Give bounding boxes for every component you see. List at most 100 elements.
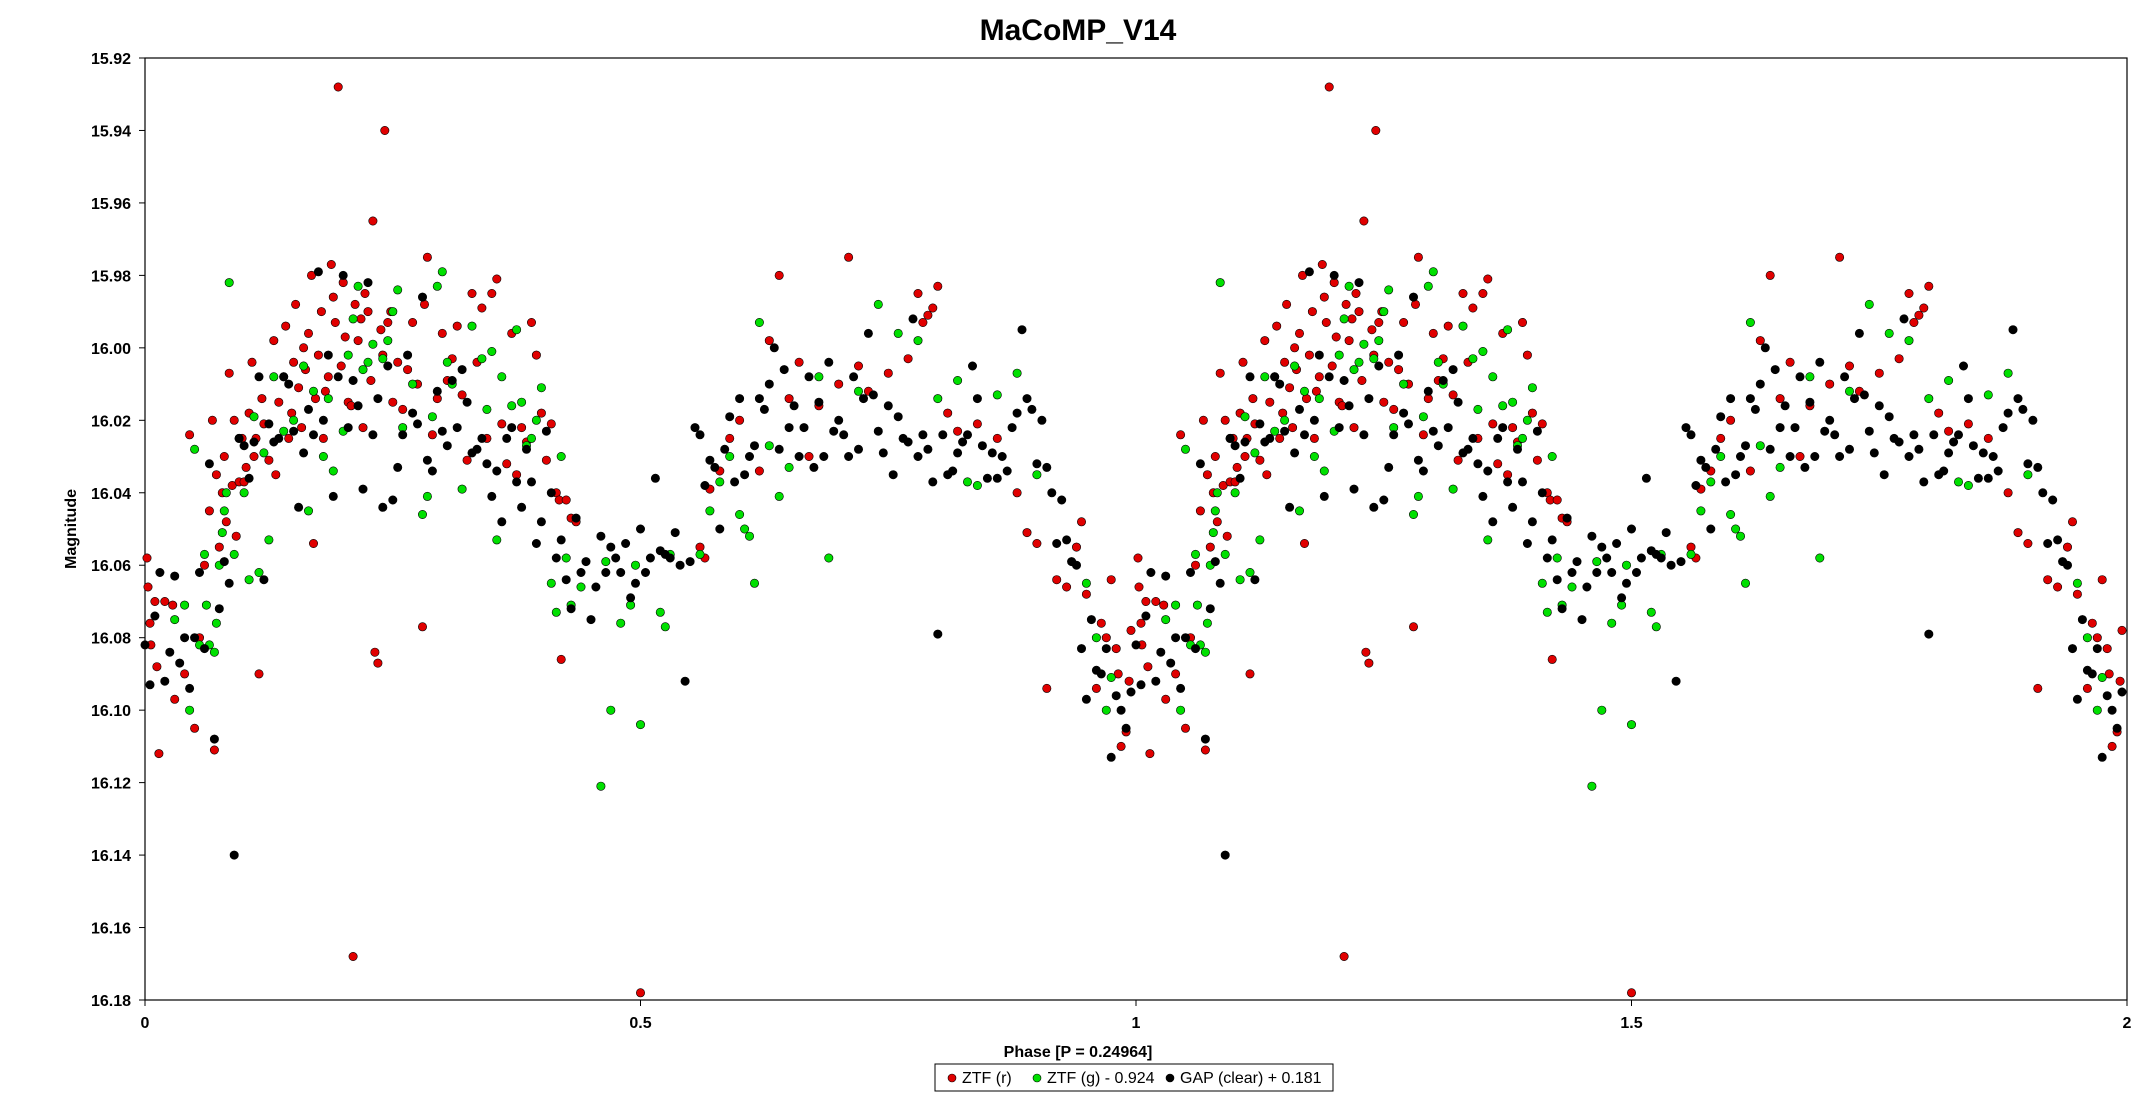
- data-point: [2003, 408, 2013, 418]
- data-point: [1280, 357, 1290, 367]
- data-point: [1859, 390, 1869, 400]
- data-point: [1795, 451, 1805, 461]
- data-point: [834, 415, 844, 425]
- data-point: [291, 299, 301, 309]
- data-point: [1726, 509, 1736, 519]
- data-point: [2097, 575, 2107, 585]
- data-point: [1101, 705, 1111, 715]
- data-point: [1364, 658, 1374, 668]
- data-point: [784, 394, 794, 404]
- data-point: [393, 357, 403, 367]
- data-point: [933, 394, 943, 404]
- data-point: [358, 423, 368, 433]
- data-point: [348, 375, 358, 385]
- data-point: [1741, 578, 1751, 588]
- data-point: [1091, 633, 1101, 643]
- data-point: [918, 430, 928, 440]
- data-point: [145, 680, 155, 690]
- legend-box: [934, 1063, 1334, 1092]
- data-point: [1161, 694, 1171, 704]
- data-point: [774, 270, 784, 280]
- data-point: [1272, 321, 1282, 331]
- data-point: [2087, 669, 2097, 679]
- data-point: [789, 401, 799, 411]
- data-point: [1438, 375, 1448, 385]
- data-point: [477, 303, 487, 313]
- data-point: [1166, 658, 1176, 668]
- y-tick-label: 15.98: [91, 268, 131, 285]
- data-point: [2072, 578, 2082, 588]
- data-point: [340, 332, 350, 342]
- data-point: [241, 462, 251, 472]
- data-point: [155, 567, 165, 577]
- y-tick-label: 16.16: [91, 921, 131, 938]
- data-point: [2033, 462, 2043, 472]
- data-point: [571, 513, 581, 523]
- data-point: [1433, 441, 1443, 451]
- data-point: [1374, 336, 1384, 346]
- data-point: [809, 462, 819, 472]
- data-point: [323, 350, 333, 360]
- data-point: [1324, 372, 1334, 382]
- data-point: [1131, 640, 1141, 650]
- data-point: [204, 459, 214, 469]
- data-point: [185, 430, 195, 440]
- series-1: [170, 267, 2107, 791]
- data-point: [1978, 448, 1988, 458]
- data-point: [507, 401, 517, 411]
- data-point: [873, 299, 883, 309]
- data-point: [1022, 528, 1032, 538]
- data-point: [142, 553, 152, 563]
- data-point: [239, 441, 249, 451]
- data-point: [853, 444, 863, 454]
- data-point: [1617, 593, 1627, 603]
- data-point: [1012, 368, 1022, 378]
- data-point: [348, 314, 358, 324]
- data-point: [1245, 372, 1255, 382]
- data-point: [962, 477, 972, 487]
- data-point: [1909, 430, 1919, 440]
- data-point: [1265, 433, 1275, 443]
- data-point: [665, 553, 675, 563]
- data-point: [1171, 633, 1181, 643]
- data-point: [819, 451, 829, 461]
- data-point: [1627, 988, 1637, 998]
- data-point: [1205, 542, 1215, 552]
- data-point: [868, 390, 878, 400]
- data-point: [928, 303, 938, 313]
- data-point: [1602, 553, 1612, 563]
- data-point: [1404, 419, 1414, 429]
- data-point: [1255, 535, 1265, 545]
- data-point: [759, 404, 769, 414]
- y-tick-label: 16.18: [91, 993, 131, 1010]
- data-point: [254, 567, 264, 577]
- data-point: [1210, 557, 1220, 567]
- data-point: [1220, 549, 1230, 559]
- data-point: [1998, 423, 2008, 433]
- data-point: [1295, 506, 1305, 516]
- y-tick-label: 16.02: [91, 413, 131, 430]
- data-point: [1225, 433, 1235, 443]
- y-tick-label: 16.14: [91, 848, 131, 865]
- data-point: [289, 357, 299, 367]
- data-point: [289, 426, 299, 436]
- data-point: [1215, 278, 1225, 288]
- data-point: [1518, 317, 1528, 327]
- data-point: [566, 604, 576, 614]
- data-point: [1027, 404, 1037, 414]
- data-point: [700, 480, 710, 490]
- data-point: [1106, 752, 1116, 762]
- data-point: [715, 477, 725, 487]
- data-point: [1696, 455, 1706, 465]
- data-point: [1389, 404, 1399, 414]
- data-point: [1290, 448, 1300, 458]
- data-point: [190, 633, 200, 643]
- data-point: [2008, 325, 2018, 335]
- data-point: [209, 745, 219, 755]
- data-point: [1726, 415, 1736, 425]
- data-point: [1384, 357, 1394, 367]
- data-point: [328, 491, 338, 501]
- data-point: [1032, 470, 1042, 480]
- data-point: [1052, 538, 1062, 548]
- data-point: [313, 350, 323, 360]
